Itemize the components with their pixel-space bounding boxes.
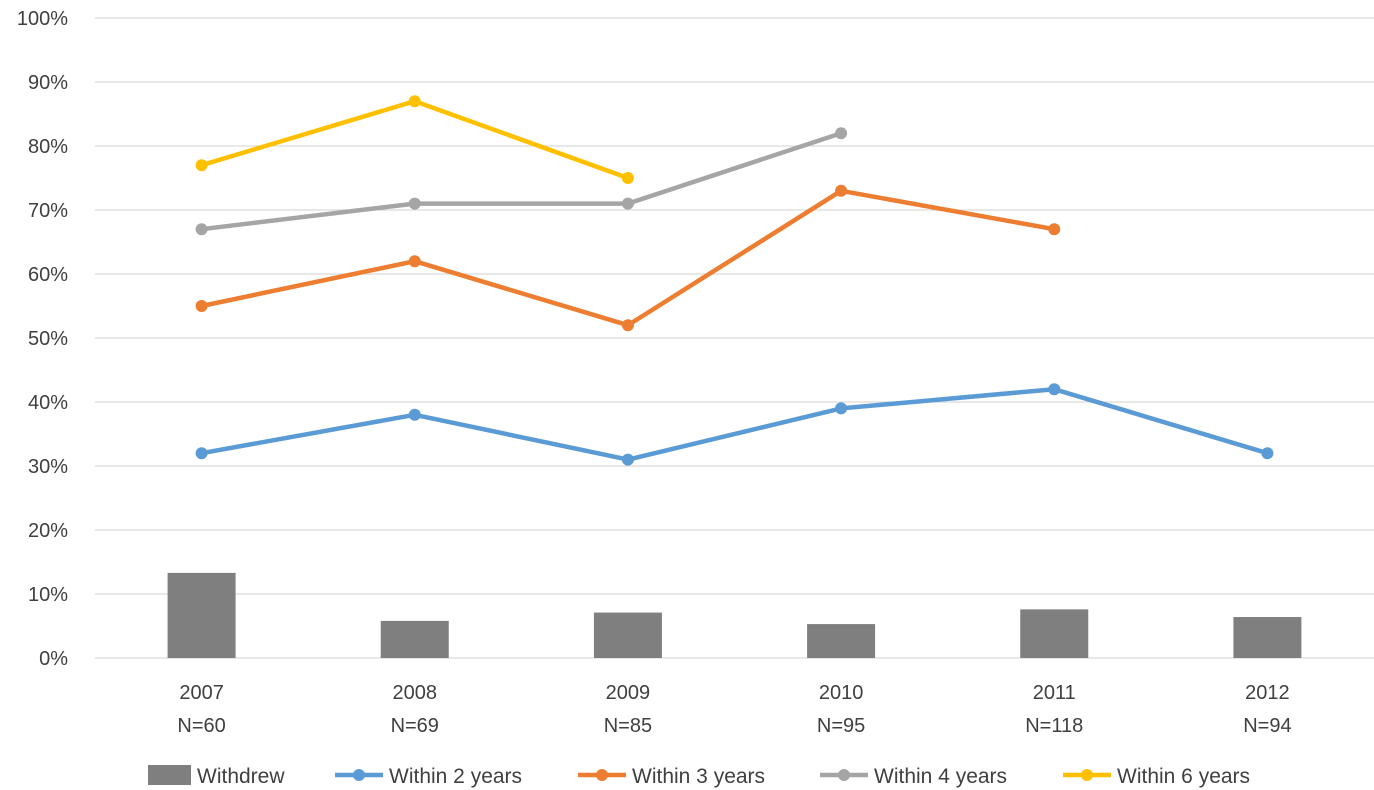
x-tick-sublabel: N=95 (817, 715, 865, 737)
legend-label: Withdrew (197, 765, 285, 788)
data-point (408, 255, 421, 268)
y-tick-label: 90% (28, 72, 68, 94)
legend-marker (596, 769, 608, 781)
legend: Withdrew Within 2 years Within 3 years With… (148, 765, 1250, 788)
x-tick-sublabel: N=85 (604, 715, 652, 737)
y-tick-label: 20% (28, 520, 68, 542)
data-point (408, 408, 421, 421)
series-line (199, 386, 1270, 462)
data-point (195, 300, 208, 312)
gridlines (95, 17, 1374, 659)
data-point (1261, 447, 1274, 460)
bar (593, 612, 662, 658)
data-point (835, 184, 848, 197)
data-point (835, 127, 848, 140)
legend-label: Within 2 years (389, 765, 522, 788)
x-tick-sublabel: N=69 (391, 715, 439, 737)
series-line (199, 98, 631, 181)
x-tick-sublabel: N=60 (177, 715, 225, 737)
data-point (1048, 383, 1061, 396)
legend-marker (838, 769, 850, 781)
data-point (621, 172, 634, 184)
legend-marker (1081, 769, 1093, 781)
legend-marker (353, 769, 365, 781)
legend-label: Within 3 years (632, 765, 765, 788)
bar (167, 572, 236, 658)
y-tick-label: 10% (28, 584, 68, 606)
x-tick-label: 2008 (393, 682, 438, 704)
x-tick-label: 2010 (819, 682, 864, 704)
bar-series (167, 572, 1302, 658)
x-tick-sublabel: N=94 (1243, 715, 1291, 737)
data-point (195, 447, 208, 460)
y-tick-label: 60% (28, 264, 68, 286)
y-tick-label: 100% (17, 8, 68, 30)
y-tick-label: 50% (28, 328, 68, 350)
data-point (621, 453, 634, 466)
x-tick-label: 2011 (1033, 682, 1076, 704)
x-tick-label: 2012 (1245, 682, 1290, 704)
y-tick-label: 30% (28, 456, 68, 478)
data-point (195, 223, 208, 236)
data-point (835, 402, 848, 415)
y-tick-label: 40% (28, 392, 68, 414)
y-tick-label: 0% (39, 648, 68, 670)
y-tick-label: 80% (28, 136, 68, 158)
series-line (199, 188, 1057, 328)
bar (1233, 617, 1302, 658)
x-axis: 2007 N=60 2008 N=69 2009 N=85 2010 N=95 2011 N=11… (177, 682, 1291, 737)
series-line (199, 130, 844, 232)
data-point (621, 319, 634, 332)
data-point (195, 159, 208, 172)
data-point (621, 197, 634, 210)
y-tick-label: 70% (28, 200, 68, 222)
bar (807, 624, 876, 658)
y-axis: 0% 10% 20% 30% 40% 50% 60% 70% 80% 90% 100% (17, 8, 68, 670)
x-tick-label: 2007 (179, 682, 224, 704)
data-point (408, 197, 421, 210)
data-point (408, 95, 421, 108)
bar (1020, 609, 1089, 658)
legend-label: Within 4 years (874, 765, 1007, 788)
x-tick-label: 2009 (606, 682, 651, 704)
bar (380, 620, 449, 658)
line-series (195, 95, 1274, 466)
legend-label: Within 6 years (1117, 765, 1250, 788)
legend-swatch (148, 765, 191, 785)
data-point (1048, 223, 1061, 236)
x-tick-sublabel: N=118 (1025, 715, 1083, 737)
